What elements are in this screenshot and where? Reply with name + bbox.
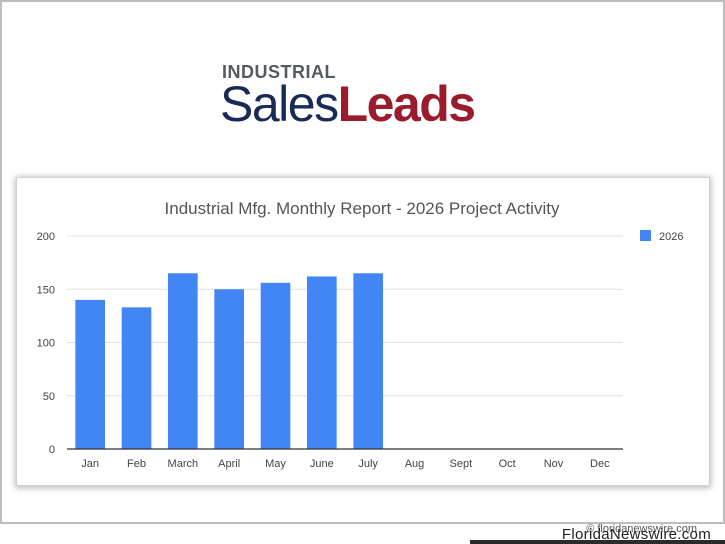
x-tick-label: Oct (499, 458, 516, 470)
x-tick-label: Dec (590, 458, 610, 470)
watermark: © floridanewswire.com (586, 523, 697, 535)
y-tick-label: 0 (49, 444, 55, 456)
logo-sales-text: Sales (220, 76, 339, 132)
x-tick-label: June (310, 458, 334, 470)
logo-top-text: INDUSTRIAL (222, 62, 336, 82)
chart-card: Industrial Mfg. Monthly Report - 2026 Pr… (17, 178, 709, 485)
bar-june[interactable] (307, 276, 337, 449)
industrial-sales-leads-logo: INDUSTRIAL SalesLeads (220, 58, 522, 138)
x-tick-label: April (218, 458, 240, 470)
bar-may[interactable] (260, 282, 291, 449)
legend-swatch (640, 230, 651, 241)
legend-label: 2026 (659, 231, 683, 243)
y-tick-label: 200 (37, 231, 55, 243)
x-tick-label: Sept (450, 458, 473, 470)
y-tick-label: 50 (43, 391, 55, 403)
logo-bottom-text: SalesLeads (220, 76, 477, 132)
y-axis-ticks: 0 50 100 150 200 (37, 231, 55, 456)
footer-brand: FloridaNewswire.com (561, 526, 711, 543)
x-tick-label: July (358, 458, 378, 470)
legend[interactable]: 2026 (640, 230, 683, 243)
bar-chart: Industrial Mfg. Monthly Report - 2026 Pr… (37, 199, 684, 470)
y-tick-label: 100 (37, 338, 55, 350)
bars (75, 273, 383, 449)
x-tick-label: Jan (81, 458, 99, 470)
x-tick-label: May (265, 458, 286, 470)
x-tick-label: Feb (127, 458, 146, 470)
x-tick-label: Aug (405, 458, 425, 470)
footer-bar (470, 540, 725, 544)
chart-title: Industrial Mfg. Monthly Report - 2026 Pr… (165, 199, 560, 218)
bar-jan[interactable] (75, 299, 105, 449)
gridlines (67, 235, 623, 397)
bar-july[interactable] (353, 273, 383, 449)
y-tick-label: 150 (37, 284, 55, 296)
x-tick-label: Nov (544, 458, 564, 470)
bar-april[interactable] (214, 289, 244, 449)
bar-feb[interactable] (121, 307, 152, 449)
x-tick-label: March (168, 458, 199, 470)
logo-leads-text: Leads (337, 76, 477, 132)
x-axis-ticks: Jan Feb March April May June July Aug Sept Oct Nov… (81, 458, 610, 470)
bar-march[interactable] (168, 273, 198, 449)
